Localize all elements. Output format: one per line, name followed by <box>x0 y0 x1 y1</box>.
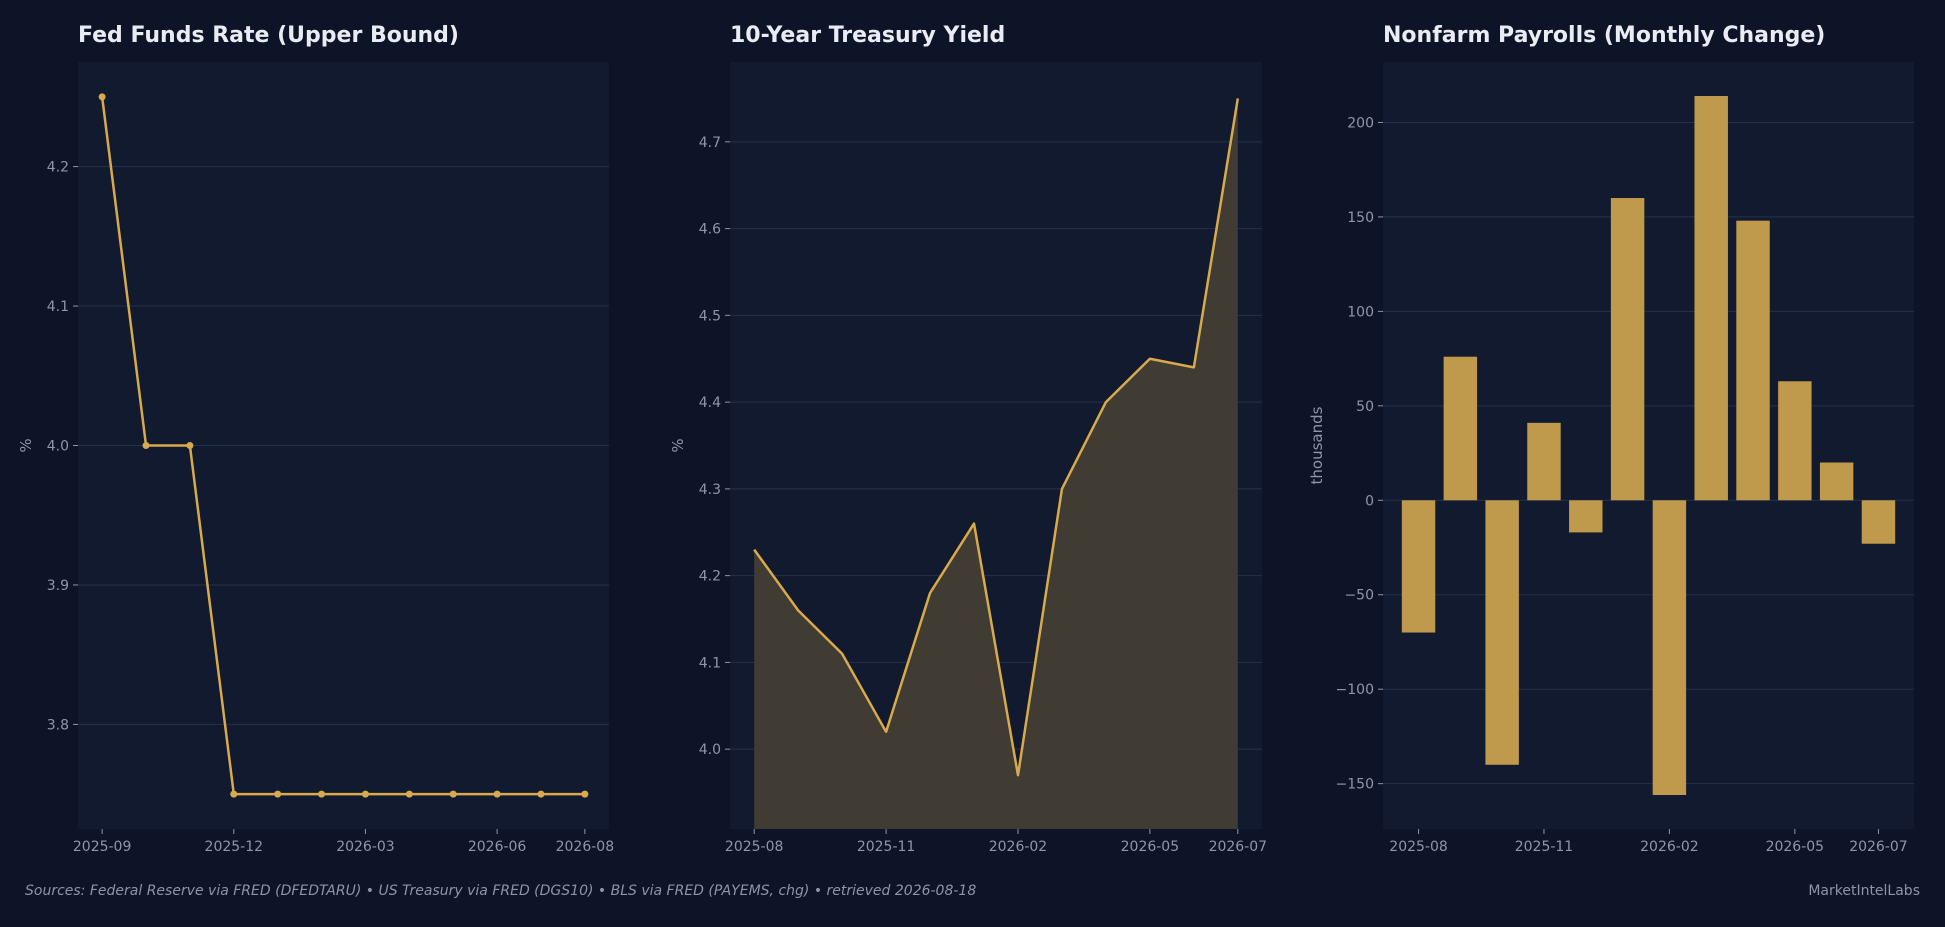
brand-label: MarketIntelLabs <box>1808 883 1920 899</box>
chart-title: 10-Year Treasury Yield <box>730 23 1005 48</box>
treasury-10y-chart: 10-Year Treasury Yield 4.0 4.1 4.2 4.3 4.4 4.5… <box>669 23 1267 855</box>
data-point <box>186 442 194 449</box>
x-tick-label: 2026-08 <box>556 839 615 855</box>
x-tick-label: 2025-08 <box>1389 839 1448 855</box>
y-tick-label: −150 <box>1336 777 1374 793</box>
y-tick-label: 50 <box>1356 399 1374 415</box>
y-tick-label: 150 <box>1347 210 1374 226</box>
y-tick-label: 4.6 <box>699 222 721 238</box>
data-point <box>318 790 326 798</box>
x-tick-label: 2026-03 <box>336 839 395 855</box>
bar <box>1527 422 1561 501</box>
y-tick-label: 100 <box>1347 304 1374 320</box>
y-tick-label: 200 <box>1347 115 1374 131</box>
bar <box>1485 500 1519 765</box>
bar <box>1819 462 1854 501</box>
bar <box>1736 220 1770 501</box>
x-tick-label: 2026-02 <box>989 839 1048 855</box>
y-axis-label: % <box>669 438 687 452</box>
y-tick-label: 3.9 <box>47 578 69 594</box>
data-point <box>274 790 282 798</box>
bar <box>1443 356 1478 501</box>
y-tick-label: 4.0 <box>47 439 69 455</box>
x-tick-label: 2026-06 <box>468 839 527 855</box>
x-tick-label: 2026-07 <box>1209 839 1268 855</box>
y-tick-label: 0 <box>1365 493 1374 509</box>
data-point <box>98 93 106 101</box>
data-point <box>493 790 501 798</box>
area-fill <box>754 98 1238 830</box>
bar <box>1401 500 1436 633</box>
payrolls-chart: Nonfarm Payrolls (Monthly Change) −150 −10… <box>1308 23 1914 855</box>
y-axis-label: % <box>17 438 35 452</box>
data-point <box>361 790 369 798</box>
y-tick-label: −50 <box>1344 588 1374 604</box>
y-tick-label: −100 <box>1336 682 1374 698</box>
x-tick-label: 2025-12 <box>205 839 264 855</box>
x-tick-label: 2026-07 <box>1849 839 1908 855</box>
data-point <box>449 790 457 798</box>
fed-funds-chart: Fed Funds Rate (Upper Bound) 3.8 3.9 4.0 4.1… <box>17 23 614 855</box>
x-tick-label: 2025-08 <box>725 839 784 855</box>
y-axis-label: thousands <box>1308 406 1326 484</box>
y-tick-label: 4.4 <box>699 395 721 411</box>
bar <box>1778 381 1812 501</box>
bar <box>1861 500 1896 544</box>
x-tick-label: 2026-02 <box>1640 839 1699 855</box>
y-tick-label: 4.0 <box>699 742 721 758</box>
chart-title: Nonfarm Payrolls (Monthly Change) <box>1383 23 1825 48</box>
y-tick-label: 4.1 <box>47 299 69 315</box>
data-point <box>581 790 589 798</box>
sources-footnote: Sources: Federal Reserve via FRED (DFEDT… <box>25 883 977 899</box>
bar <box>1694 96 1728 501</box>
x-tick-label: 2025-11 <box>1515 839 1574 855</box>
series-line <box>753 98 1240 777</box>
y-tick-label: 4.2 <box>699 569 721 585</box>
y-tick-label: 4.7 <box>699 135 721 151</box>
x-tick-label: 2025-09 <box>73 839 132 855</box>
data-point <box>405 790 413 798</box>
bar <box>1610 198 1645 501</box>
y-tick-label: 3.8 <box>47 717 69 733</box>
x-tick-label: 2025-11 <box>857 839 916 855</box>
data-point <box>230 790 238 798</box>
x-tick-label: 2026-05 <box>1121 839 1180 855</box>
y-tick-label: 4.3 <box>699 482 721 498</box>
y-tick-label: 4.5 <box>699 308 721 324</box>
data-point <box>142 442 150 449</box>
bar <box>1569 500 1603 533</box>
y-tick-label: 4.2 <box>47 160 69 176</box>
series-line <box>100 96 585 796</box>
data-point <box>537 790 545 798</box>
chart-title: Fed Funds Rate (Upper Bound) <box>78 23 459 48</box>
y-tick-label: 4.1 <box>699 655 721 671</box>
x-tick-label: 2026-05 <box>1766 839 1825 855</box>
bar <box>1652 500 1687 795</box>
